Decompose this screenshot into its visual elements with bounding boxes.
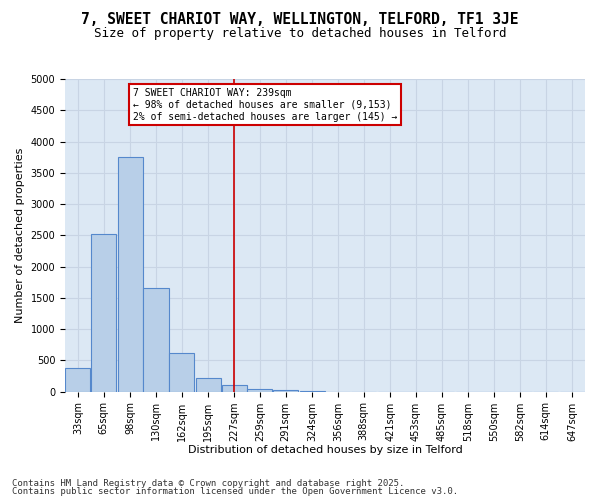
Bar xyxy=(143,288,169,392)
Y-axis label: Number of detached properties: Number of detached properties xyxy=(15,148,25,323)
Bar xyxy=(247,389,272,392)
Text: Contains public sector information licensed under the Open Government Licence v3: Contains public sector information licen… xyxy=(12,487,458,496)
X-axis label: Distribution of detached houses by size in Telford: Distribution of detached houses by size … xyxy=(188,445,463,455)
Bar xyxy=(118,157,143,392)
Bar xyxy=(273,390,298,392)
Bar xyxy=(65,368,91,392)
Bar xyxy=(196,378,221,392)
Text: 7, SWEET CHARIOT WAY, WELLINGTON, TELFORD, TF1 3JE: 7, SWEET CHARIOT WAY, WELLINGTON, TELFOR… xyxy=(81,12,519,28)
Bar xyxy=(91,234,116,392)
Bar xyxy=(169,353,194,392)
Text: 7 SWEET CHARIOT WAY: 239sqm
← 98% of detached houses are smaller (9,153)
2% of s: 7 SWEET CHARIOT WAY: 239sqm ← 98% of det… xyxy=(133,88,397,122)
Bar xyxy=(221,386,247,392)
Text: Size of property relative to detached houses in Telford: Size of property relative to detached ho… xyxy=(94,28,506,40)
Text: Contains HM Land Registry data © Crown copyright and database right 2025.: Contains HM Land Registry data © Crown c… xyxy=(12,478,404,488)
